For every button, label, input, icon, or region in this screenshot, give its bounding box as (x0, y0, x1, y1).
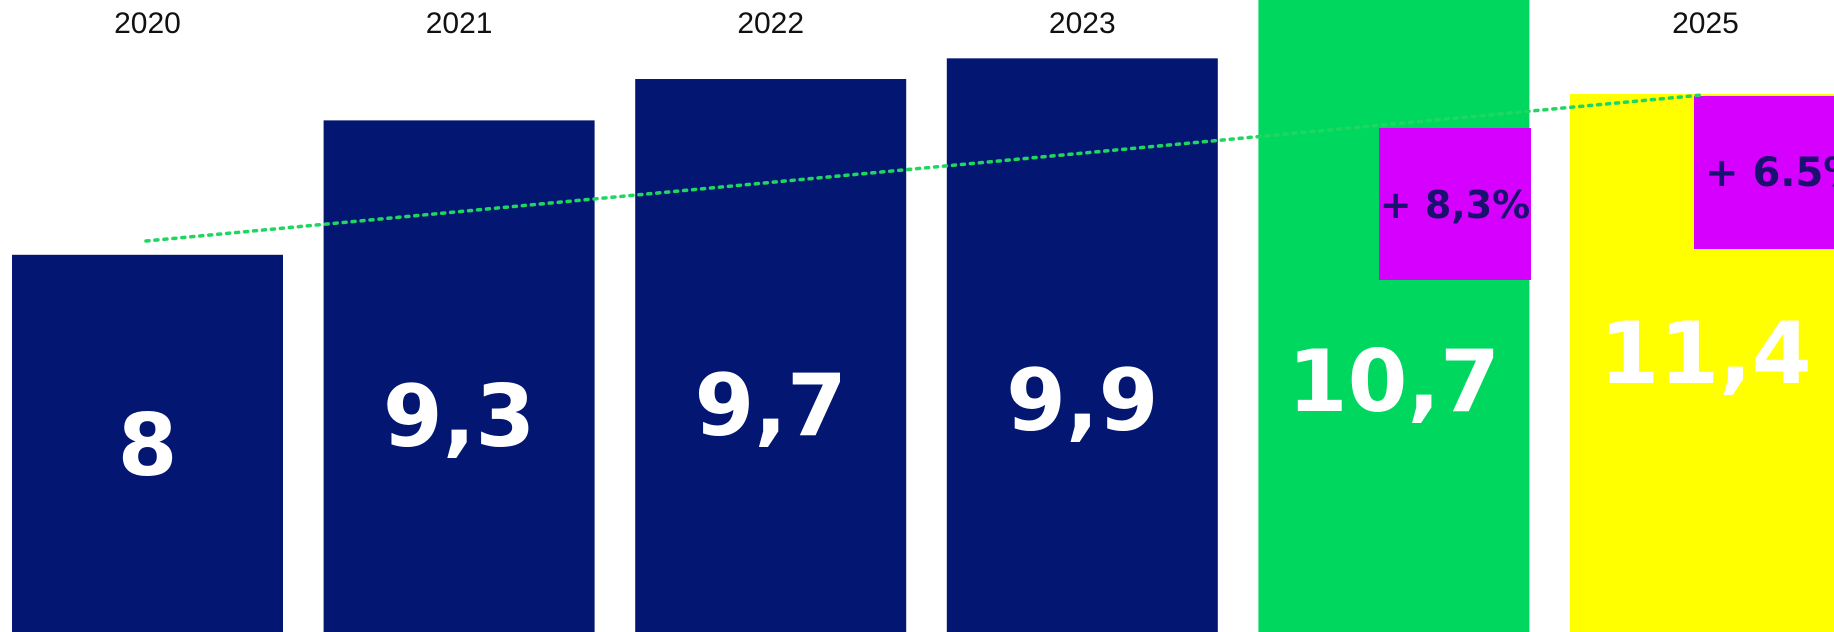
trend-line (144, 93, 1704, 243)
growth-badge-2025 (1694, 96, 1834, 249)
year-label-2022: 2022 (737, 7, 804, 40)
value-label-2023: 9,9 (1006, 351, 1158, 451)
bar-2024 (1258, 0, 1530, 632)
value-label-2022: 9,7 (695, 356, 847, 456)
year-label-2023: 2023 (1049, 7, 1116, 40)
growth-label-2024: + 8,3% (1380, 183, 1530, 227)
bar-2020 (12, 254, 283, 632)
year-label-2025: 2025 (1672, 7, 1739, 40)
value-label-2024: 10,7 (1288, 332, 1500, 432)
bar-2021 (323, 120, 595, 632)
growth-label-2025: + 6.5% (1705, 150, 1834, 196)
bar-2022 (635, 79, 907, 632)
value-label-2021: 9,3 (383, 367, 535, 467)
year-label-2021: 2021 (426, 7, 493, 40)
value-label-2020: 8 (118, 396, 178, 496)
growth-badge-2024 (1379, 128, 1531, 280)
year-label-2020: 2020 (114, 7, 181, 40)
value-label-2025: 11,4 (1599, 304, 1811, 404)
